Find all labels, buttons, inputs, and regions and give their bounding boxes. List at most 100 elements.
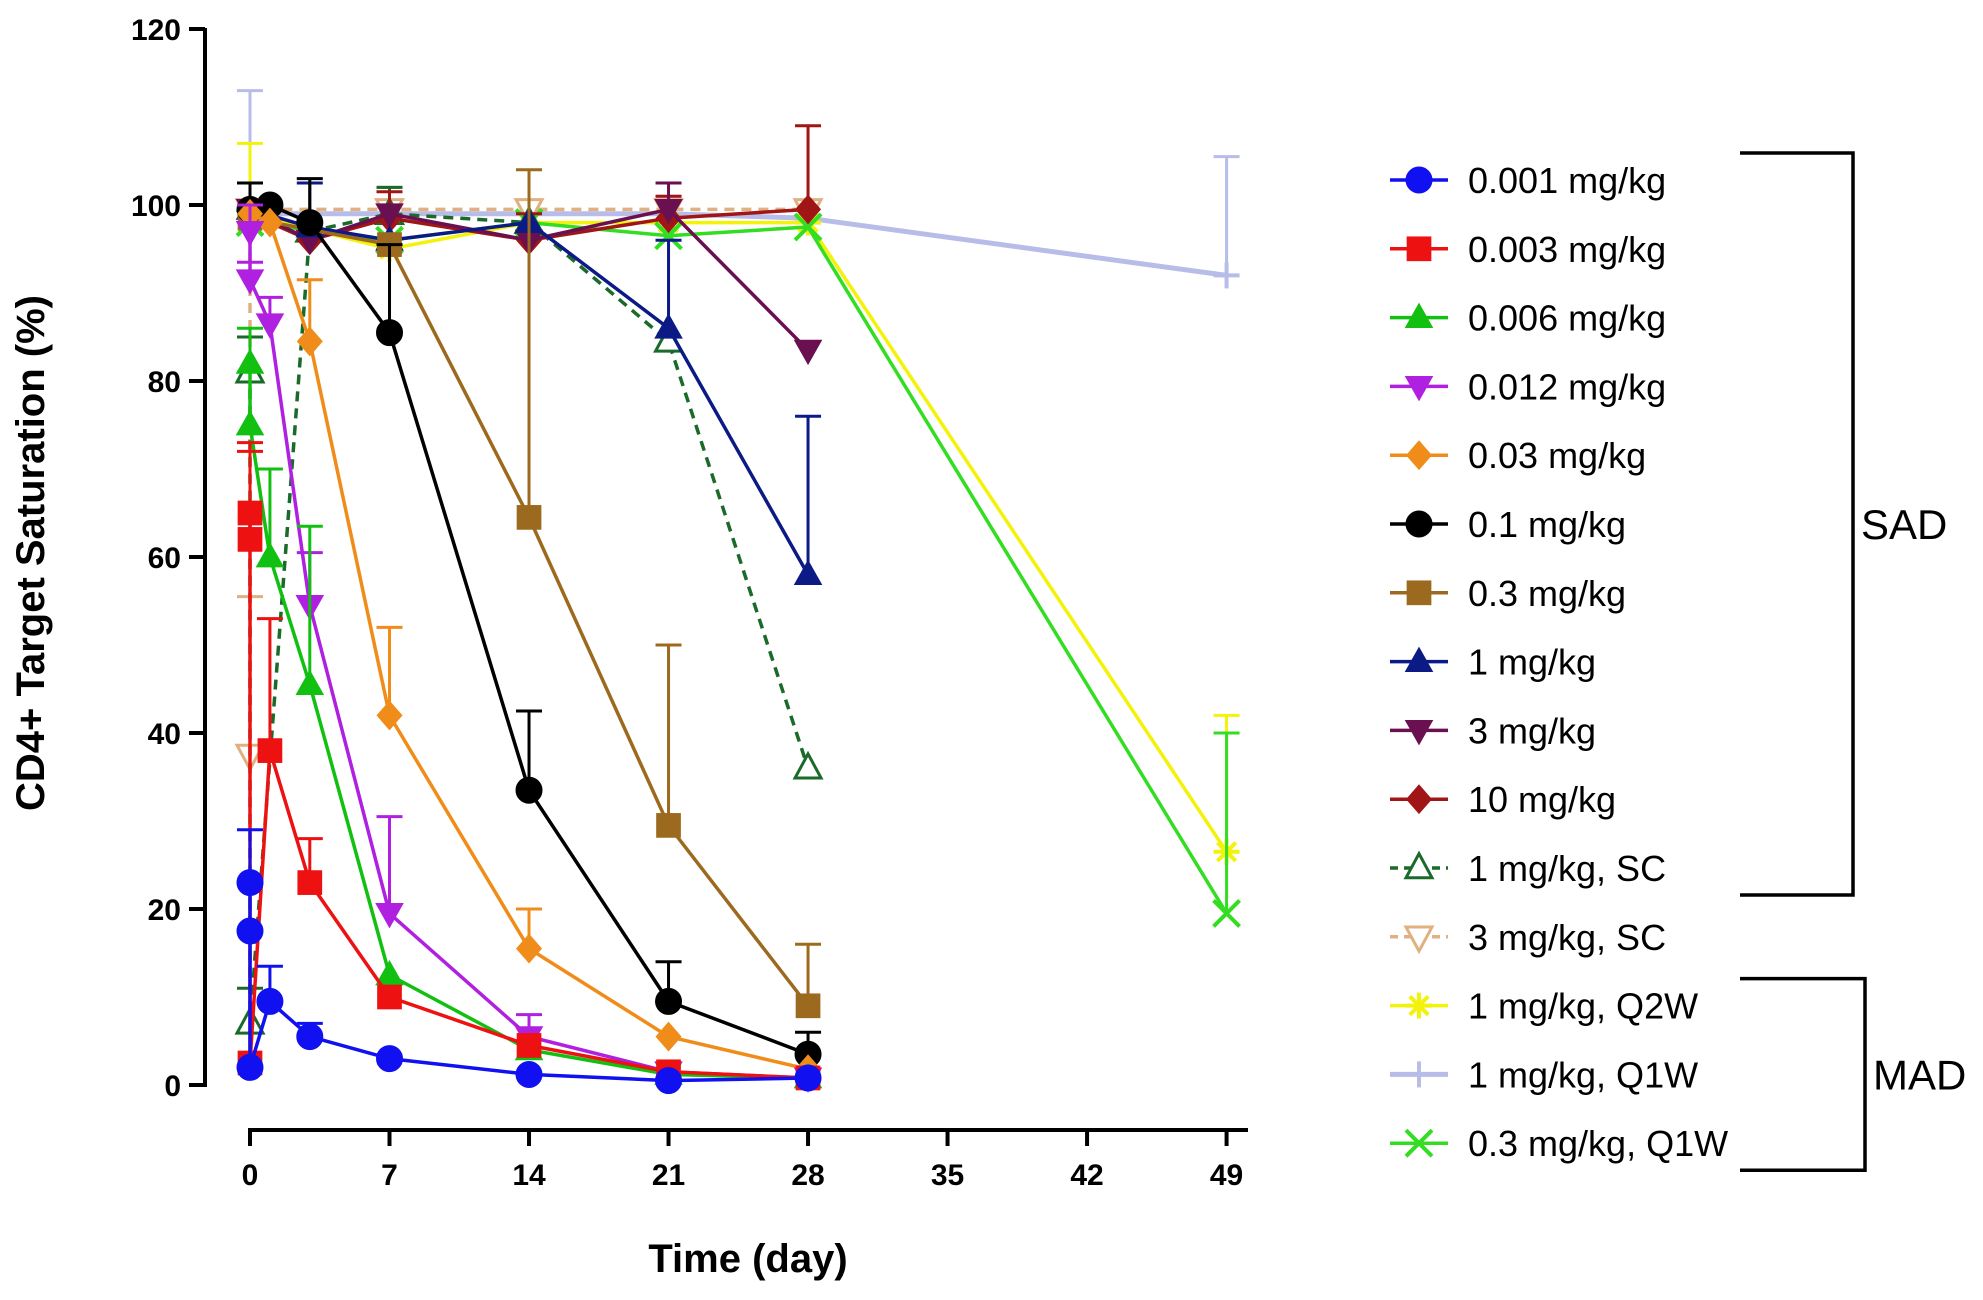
series-0-3-mg-kg xyxy=(237,168,822,1019)
legend-label: 1 mg/kg, Q2W xyxy=(1468,986,1698,1027)
data-point xyxy=(236,1053,264,1081)
legend-marker xyxy=(1406,236,1432,262)
y-tick-label: 120 xyxy=(131,14,181,47)
y-tick-label: 60 xyxy=(148,542,181,575)
legend-marker xyxy=(1406,1061,1432,1088)
legend-marker xyxy=(1404,720,1434,746)
legend-label: 0.003 mg/kg xyxy=(1468,229,1666,270)
legend-label: 1 mg/kg xyxy=(1468,642,1596,683)
data-point xyxy=(654,221,683,251)
legend-label: 1 mg/kg, Q1W xyxy=(1468,1054,1698,1095)
data-point xyxy=(296,1023,324,1051)
legend-item-3-mg-kg: 3 mg/kg xyxy=(1390,710,1596,751)
data-point xyxy=(793,339,823,366)
data-point xyxy=(794,1064,822,1092)
legend-marker xyxy=(1404,646,1434,672)
legend-item-10-mg-kg: 10 mg/kg xyxy=(1390,779,1616,820)
legend-marker xyxy=(1404,302,1434,328)
series-0-1-mg-kg xyxy=(236,177,822,1068)
legend-label: 0.3 mg/kg xyxy=(1468,573,1626,614)
data-point xyxy=(236,917,264,945)
data-point xyxy=(235,221,265,247)
data-point xyxy=(376,1045,404,1073)
legend-label: 10 mg/kg xyxy=(1468,779,1616,820)
legend-item-3-mg-kg-sc: 3 mg/kg, SC xyxy=(1390,917,1666,958)
data-point xyxy=(235,410,265,436)
legend: 0.001 mg/kg 0.003 mg/kg 0.006 mg/kg 0.012 m… xyxy=(1390,151,1966,1172)
data-point xyxy=(655,1021,682,1052)
legend-label: 0.3 mg/kg, Q1W xyxy=(1468,1123,1728,1164)
data-point xyxy=(795,194,822,225)
data-point xyxy=(257,738,283,763)
y-axis-title: CD4+ Target Saturation (%) xyxy=(9,295,53,811)
legend-label: 0.001 mg/kg xyxy=(1468,160,1666,201)
data-point xyxy=(235,348,265,374)
series-1-mg-kg-q1w xyxy=(237,89,1240,289)
data-point xyxy=(237,500,263,526)
data-point xyxy=(296,326,323,357)
data-point xyxy=(296,209,324,237)
legend-label: 3 mg/kg, SC xyxy=(1468,917,1666,958)
series-line xyxy=(248,363,809,1080)
series-line xyxy=(248,207,808,755)
x-tick-label: 7 xyxy=(381,1159,398,1192)
legend-item-0-1-mg-kg: 0.1 mg/kg xyxy=(1390,504,1626,545)
data-point xyxy=(237,527,263,552)
data-point xyxy=(256,207,283,238)
y-tick-label: 0 xyxy=(164,1070,181,1103)
data-point xyxy=(516,505,542,530)
data-point xyxy=(516,933,543,964)
legend-item-0-006-mg-kg: 0.006 mg/kg xyxy=(1390,298,1666,339)
bracket-mad: MAD xyxy=(1740,976,1966,1172)
data-point xyxy=(255,542,285,568)
data-point xyxy=(376,700,403,731)
data-point xyxy=(792,750,824,780)
data-point xyxy=(375,903,404,929)
x-tick-label: 28 xyxy=(791,1159,824,1192)
data-point xyxy=(793,212,823,242)
legend-marker xyxy=(1406,784,1432,815)
legend-label: 0.006 mg/kg xyxy=(1468,298,1666,339)
legend-item-0-001-mg-kg: 0.001 mg/kg xyxy=(1390,160,1666,201)
x-tick-label: 21 xyxy=(652,1159,685,1192)
x-tick-label: 14 xyxy=(512,1159,546,1192)
axes: 0 20 40 60 80 100 120 0 7 14 21 28 35 42 49 xyxy=(131,14,1248,1192)
y-tick-label: 40 xyxy=(148,718,181,751)
data-point xyxy=(795,993,821,1019)
series-layer xyxy=(234,89,1241,1095)
x-axis-title: Time (day) xyxy=(648,1237,847,1281)
data-point xyxy=(376,319,404,347)
y-tick-label: 20 xyxy=(148,894,181,927)
legend-marker xyxy=(1405,166,1433,194)
data-point xyxy=(375,960,404,986)
data-point xyxy=(297,870,323,895)
data-point xyxy=(654,199,683,225)
data-point xyxy=(295,669,325,695)
legend-item-1-mg-kg-q1w: 1 mg/kg, Q1W xyxy=(1390,1054,1698,1095)
x-tick-label: 35 xyxy=(931,1159,964,1192)
data-point xyxy=(256,987,284,1015)
x-tick-label: 0 xyxy=(242,1159,259,1192)
data-point xyxy=(655,987,683,1015)
legend-marker xyxy=(1406,580,1432,606)
legend-item-1-mg-kg-sc: 1 mg/kg, SC xyxy=(1390,848,1666,889)
data-point xyxy=(654,313,683,339)
y-tick-label: 80 xyxy=(148,366,181,399)
x-tick-label: 42 xyxy=(1070,1159,1103,1192)
data-point xyxy=(375,203,404,229)
legend-marker xyxy=(1405,510,1433,538)
data-point xyxy=(236,869,264,897)
data-point xyxy=(656,813,681,838)
x-tick-label: 49 xyxy=(1210,1159,1243,1192)
data-point xyxy=(515,1060,543,1088)
legend-label: 3 mg/kg xyxy=(1468,710,1596,751)
legend-marker xyxy=(1406,992,1432,1019)
legend-marker xyxy=(1403,850,1435,880)
legend-label: 1 mg/kg, SC xyxy=(1468,848,1666,889)
legend-item-0-3-mg-kg-q1w: 0.3 mg/kg, Q1W xyxy=(1390,1123,1728,1164)
legend-label: 0.1 mg/kg xyxy=(1468,504,1626,545)
legend-marker xyxy=(1404,1128,1434,1158)
data-point xyxy=(516,1033,542,1058)
legend-item-1-mg-kg-q2w: 1 mg/kg, Q2W xyxy=(1390,986,1698,1027)
data-point xyxy=(515,776,543,804)
